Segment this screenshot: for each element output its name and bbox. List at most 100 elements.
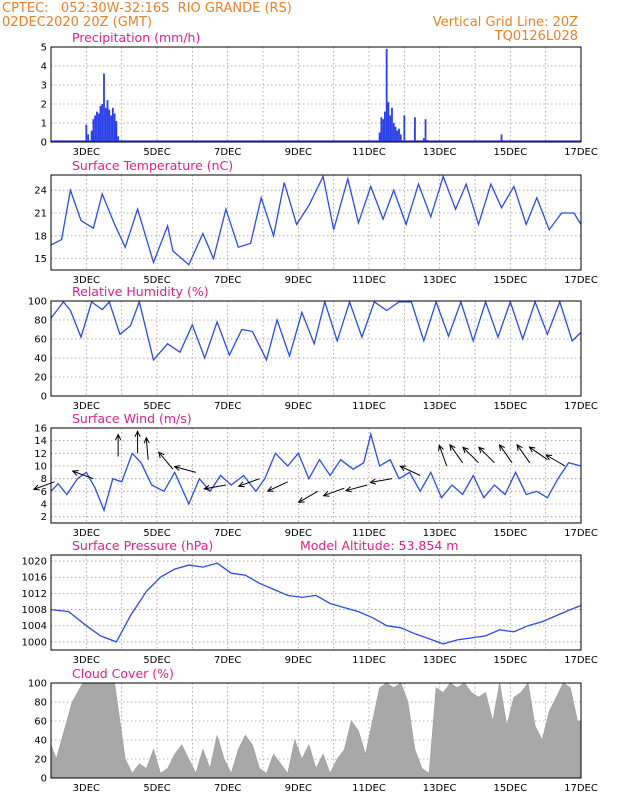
wind-arrow	[545, 454, 566, 467]
wind-arrow	[158, 451, 174, 470]
temp-x-tick-label: 15DEC	[493, 275, 527, 286]
wind-arrow	[498, 443, 513, 464]
cloud-area	[50, 682, 582, 779]
temp-x-tick-label: 11DEC	[352, 275, 386, 286]
precip-bar	[422, 138, 425, 142]
wind-arrow-head	[369, 478, 377, 485]
wind-arrow	[143, 436, 150, 460]
rh-x-tick-label: 15DEC	[493, 401, 527, 412]
precip-bar	[103, 73, 105, 142]
precip-bar	[424, 119, 427, 142]
wind-frame	[50, 427, 582, 524]
pressure-y-tick-label: 1016	[22, 573, 47, 584]
humidity-panel: Relative Humidity (%) 0 20 40 60 80 100 3DEC 5DE…	[28, 284, 598, 412]
wind-y-tick-label: 6	[41, 487, 47, 498]
precip-bar	[382, 119, 385, 142]
wind-arrow-head	[399, 465, 407, 472]
wind-arrow-shaft	[499, 444, 513, 464]
precip-bar	[111, 107, 114, 142]
cloud-y-tick-label: 0	[41, 774, 47, 785]
precip-bar	[117, 136, 120, 142]
cloud-x-tick-label: 7DEC	[214, 783, 241, 794]
wind-arrow	[478, 446, 495, 464]
wind-x-tick-label: 7DEC	[214, 528, 241, 539]
wind-x-tick-label: 5DEC	[143, 528, 170, 539]
wind-arrow-shaft	[478, 446, 495, 464]
wind-x-tick-label: 11DEC	[352, 528, 386, 539]
wind-y-tick-label: 10	[34, 462, 47, 473]
precip-x-tick-label: 3DEC	[73, 147, 100, 158]
wind-arrow-shaft	[204, 484, 226, 490]
precip-y-tick-label: 5	[41, 43, 47, 54]
pressure-x-tick-label: 7DEC	[214, 655, 241, 666]
wind-arrow-head	[344, 486, 352, 493]
cloud-x-tick-label: 9DEC	[285, 783, 312, 794]
wind-arrow-head	[134, 430, 141, 437]
precip-y-tick-label: 1	[41, 119, 47, 130]
wind-arrow-shaft	[400, 465, 421, 476]
wind-arrow	[449, 443, 464, 464]
rh-x-tick-label: 13DEC	[423, 401, 457, 412]
wind-arrow-head	[32, 484, 40, 491]
temp-frame	[50, 174, 582, 271]
cloud-y-tick-label: 100	[28, 679, 47, 690]
cloud-x-tick-label: 3DEC	[73, 783, 100, 794]
precip-x-tick-label: 11DEC	[352, 147, 386, 158]
pressure-x-tick-label: 17DEC	[564, 655, 598, 666]
wind-arrow-head	[438, 444, 444, 452]
wind-arrow-shaft	[529, 446, 548, 461]
pressure-x-tick-label: 13DEC	[423, 655, 457, 666]
wind-arrow	[173, 465, 196, 473]
cloud-x-tick-label: 11DEC	[352, 783, 386, 794]
precip-bar	[94, 115, 97, 142]
wind-arrow-head	[322, 491, 330, 497]
temp-x-tick-label: 7DEC	[214, 275, 241, 286]
precip-bar	[85, 124, 88, 142]
rh-x-tick-label: 17DEC	[564, 401, 598, 412]
precip-bar	[398, 128, 400, 142]
wind-arrow-head	[237, 481, 245, 488]
wind-arrow-head	[462, 446, 469, 454]
precip-bar	[385, 48, 388, 142]
pressure-frame	[50, 554, 582, 651]
pressure-x-tick-label: 9DEC	[285, 655, 312, 666]
wind-y-tick-label: 2	[41, 512, 47, 523]
wind-title: Surface Wind (m/s)	[72, 411, 192, 426]
wind-arrow-shaft	[516, 444, 531, 464]
rh-x-tick-label: 9DEC	[285, 401, 312, 412]
precip-bar	[392, 123, 395, 142]
rh-frame	[50, 300, 582, 397]
wind-arrow-shaft	[174, 466, 196, 473]
wind-arrow-shaft	[72, 470, 94, 480]
wind-arrow	[71, 470, 94, 480]
cloud-x-tick-label: 15DEC	[493, 783, 527, 794]
wind-arrow-head	[498, 443, 505, 451]
precip-y-tick-label: 3	[41, 81, 47, 92]
precip-bar	[380, 117, 383, 142]
precip-bar	[403, 115, 406, 142]
precip-bar	[387, 102, 390, 142]
wind-arrow-head	[516, 443, 523, 451]
precip-bar	[99, 105, 102, 142]
rh-title: Relative Humidity (%)	[72, 284, 209, 299]
precip-y-tick-label: 2	[41, 100, 47, 111]
rh-y-tick-label: 20	[34, 373, 47, 384]
pressure-title: Surface Pressure (hPa)	[72, 538, 213, 553]
precip-bar	[92, 119, 95, 142]
wind-arrow	[115, 433, 122, 457]
temp-y-tick-label: 18	[34, 231, 47, 242]
wind-x-tick-label: 15DEC	[493, 528, 527, 539]
wind-arrow	[399, 465, 421, 476]
temp-x-tick-label: 3DEC	[73, 275, 100, 286]
rh-y-tick-label: 60	[34, 335, 47, 346]
rh-y-tick-label: 80	[34, 316, 47, 327]
wind-arrow	[516, 443, 531, 464]
temperature-panel: Surface Temperature (nC) 15 18 21 24 3DEC 5DEC…	[34, 158, 598, 286]
precip-bar	[104, 107, 107, 142]
temp-y-tick-label: 24	[34, 186, 47, 197]
pressure-y-tick-label: 1020	[22, 557, 47, 568]
header-run-time: 02DEC2020 20Z (GMT)	[2, 15, 152, 30]
wind-arrow-shaft	[158, 451, 174, 470]
precipitation-panel: Precipitation (mm/h) 0 1 2 3 4 5 3DEC 5DEC 7DEC 9D…	[41, 30, 598, 158]
